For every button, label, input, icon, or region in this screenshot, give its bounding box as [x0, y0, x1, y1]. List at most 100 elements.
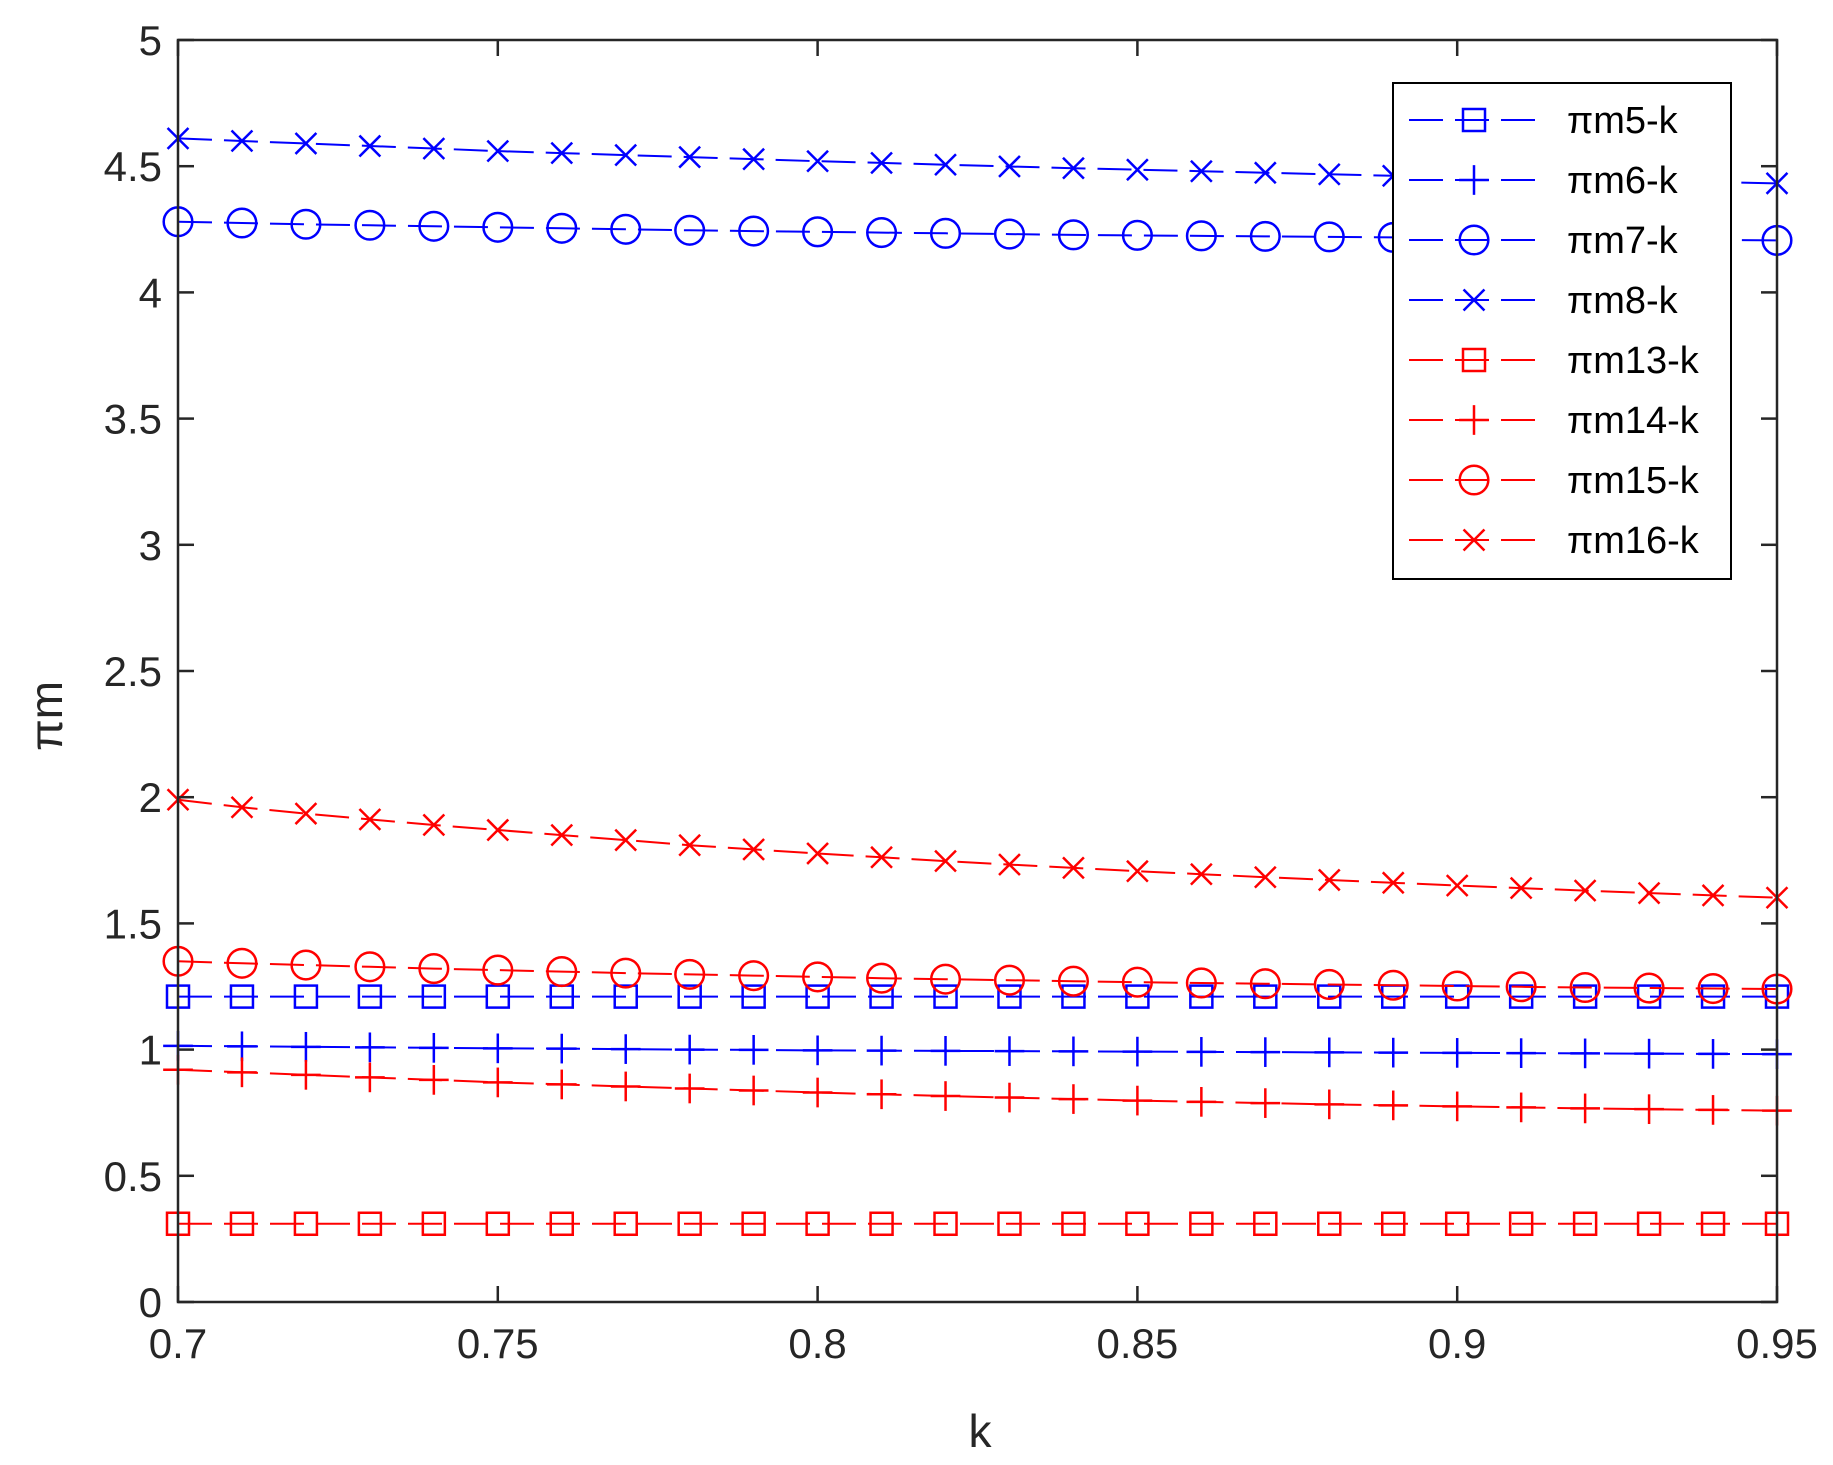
data-point-πm5-k-15	[1125, 984, 1150, 1009]
data-point-πm14-k-14	[1058, 1084, 1089, 1114]
legend-entry-πm16-k: πm16-k	[1409, 520, 1700, 562]
data-point-πm8-k-2	[294, 132, 318, 155]
data-point-πm8-k-1	[230, 129, 254, 153]
legend-label: πm6-k	[1567, 160, 1679, 202]
data-point-πm16-k-1	[230, 795, 254, 819]
data-point-πm16-k-22	[1573, 879, 1597, 902]
series-line-πm8-k	[177, 137, 1778, 185]
series-line-πm15-k	[177, 960, 1778, 990]
data-point-πm15-k-3	[354, 951, 386, 983]
data-point-πm6-k-23	[1634, 1038, 1664, 1069]
data-point-πm7-k-15	[1121, 219, 1153, 251]
legend-label: πm8-k	[1567, 280, 1679, 322]
legend-marker-πm16-k	[1462, 528, 1486, 552]
data-point-πm16-k-13	[998, 853, 1021, 876]
x-tick-label: 0.8	[788, 1320, 846, 1367]
data-point-πm6-k-20	[1442, 1038, 1473, 1068]
data-point-πm7-k-10	[802, 216, 834, 248]
data-point-πm8-k-18	[1317, 162, 1341, 186]
data-point-πm5-k-12	[933, 984, 958, 1009]
data-point-πm15-k-13	[993, 964, 1026, 996]
data-point-πm14-k-21	[1506, 1092, 1537, 1123]
data-point-πm8-k-10	[806, 149, 829, 173]
data-point-πm6-k-4	[418, 1032, 449, 1063]
data-point-πm8-k-12	[934, 153, 957, 177]
data-point-πm13-k-11	[869, 1211, 894, 1237]
data-point-πm7-k-11	[866, 217, 898, 249]
data-point-πm14-k-24	[1698, 1095, 1728, 1125]
x-tick-label: 0.75	[457, 1320, 539, 1367]
data-point-πm6-k-8	[674, 1034, 705, 1065]
data-point-πm15-k-4	[418, 953, 450, 985]
series-πm8-k	[166, 127, 1789, 195]
legend-marker-πm7-k	[1458, 224, 1490, 256]
data-point-πm16-k-14	[1062, 856, 1085, 880]
data-point-πm7-k-4	[418, 210, 450, 242]
data-point-πm13-k-4	[421, 1211, 447, 1237]
data-point-πm16-k-20	[1445, 874, 1469, 897]
legend-entry-πm5-k: πm5-k	[1409, 100, 1679, 142]
data-point-πm13-k-15	[1125, 1211, 1150, 1237]
data-point-πm15-k-1	[226, 947, 258, 979]
legend-label: πm16-k	[1567, 520, 1700, 562]
data-point-πm13-k-17	[1253, 1211, 1278, 1237]
data-point-πm8-k-13	[998, 155, 1021, 178]
data-point-πm6-k-14	[1058, 1036, 1089, 1067]
data-point-πm16-k-18	[1317, 868, 1341, 892]
data-point-πm8-k-15	[1126, 158, 1149, 182]
legend-marker-πm8-k	[1462, 288, 1486, 312]
data-point-πm6-k-1	[227, 1031, 257, 1062]
data-point-πm14-k-13	[994, 1082, 1025, 1113]
data-point-πm14-k-16	[1186, 1086, 1217, 1117]
data-point-πm16-k-12	[934, 849, 957, 873]
data-point-πm7-k-13	[993, 218, 1026, 250]
legend-marker-πm5-k	[1461, 107, 1487, 133]
data-point-πm14-k-10	[802, 1077, 833, 1108]
data-point-πm6-k-5	[482, 1033, 513, 1064]
data-point-πm6-k-18	[1314, 1037, 1345, 1068]
legend-label: πm7-k	[1567, 220, 1679, 262]
legend-marker-πm13-k	[1461, 347, 1487, 373]
data-point-πm15-k-12	[929, 963, 962, 995]
data-point-πm13-k-12	[933, 1211, 958, 1237]
y-tick-label: 3.5	[104, 396, 162, 443]
data-point-πm13-k-1	[229, 1211, 255, 1237]
legend-entry-πm6-k: πm6-k	[1409, 160, 1679, 202]
data-point-πm6-k-16	[1186, 1037, 1217, 1067]
data-point-πm13-k-14	[1061, 1211, 1086, 1237]
data-point-πm15-k-17	[1249, 968, 1281, 1000]
data-point-πm14-k-2	[291, 1059, 321, 1090]
legend: πm5-k πm6-k πm7-k πm8-k πm13-k πm14-k πm15-k πm…	[1392, 82, 1732, 580]
data-point-πm14-k-1	[227, 1057, 257, 1088]
data-point-πm14-k-4	[418, 1065, 449, 1095]
data-point-πm13-k-8	[677, 1211, 702, 1237]
data-point-πm7-k-14	[1057, 219, 1089, 251]
data-point-πm5-k-4	[421, 984, 447, 1009]
data-point-πm15-k-16	[1185, 967, 1217, 999]
data-point-πm8-k-3	[358, 134, 382, 158]
data-point-πm7-k-12	[929, 217, 962, 249]
legend-entry-πm14-k: πm14-k	[1409, 400, 1700, 442]
data-point-πm5-k-10	[805, 984, 830, 1009]
data-point-πm8-k-4	[422, 137, 446, 160]
data-point-πm15-k-21	[1505, 971, 1537, 1003]
x-tick-label: 0.85	[1097, 1320, 1179, 1367]
data-point-πm7-k-2	[290, 208, 322, 240]
x-axis-title: k	[969, 1405, 993, 1457]
data-point-πm15-k-5	[482, 954, 514, 986]
data-point-πm16-k-5	[486, 818, 510, 842]
data-point-πm15-k-18	[1313, 968, 1345, 1001]
x-tick-label: 0.7	[149, 1320, 207, 1367]
data-point-πm8-k-14	[1062, 156, 1085, 180]
y-tick-label: 1.5	[104, 900, 162, 947]
data-point-πm14-k-3	[355, 1062, 385, 1093]
data-point-πm6-k-7	[610, 1034, 641, 1064]
data-point-πm16-k-9	[742, 838, 765, 861]
legend-entry-πm15-k: πm15-k	[1409, 460, 1700, 502]
data-point-πm6-k-22	[1570, 1038, 1600, 1069]
data-point-πm16-k-3	[358, 808, 382, 831]
data-point-πm7-k-3	[354, 209, 386, 241]
data-point-πm14-k-5	[482, 1067, 513, 1098]
data-point-πm14-k-20	[1442, 1091, 1473, 1122]
data-point-πm5-k-2	[293, 984, 319, 1009]
